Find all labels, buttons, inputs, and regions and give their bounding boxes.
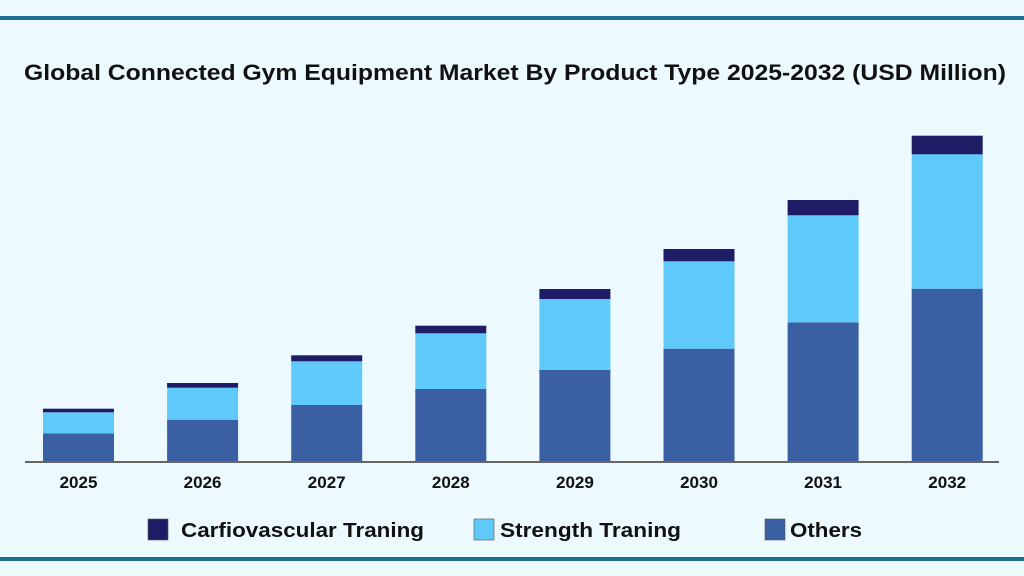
bar-carfiovascular-traning-2026 bbox=[167, 383, 239, 388]
chart-title: Global Connected Gym Equipment Market By… bbox=[24, 60, 1006, 85]
x-tick-label: 2026 bbox=[184, 473, 222, 492]
legend-label: Others bbox=[790, 520, 862, 542]
bar-others-2031 bbox=[787, 322, 859, 462]
x-tick-label: 2028 bbox=[432, 473, 470, 492]
x-tick-label: 2029 bbox=[556, 473, 594, 492]
bar-others-2025 bbox=[43, 433, 114, 462]
top-frame-line bbox=[0, 16, 1024, 20]
bar-strength-traning-2026 bbox=[167, 387, 239, 420]
bar-strength-traning-2032 bbox=[911, 154, 983, 289]
bar-others-2027 bbox=[291, 405, 363, 462]
bar-others-2026 bbox=[167, 419, 239, 462]
bar-strength-traning-2030 bbox=[663, 261, 735, 349]
bar-others-2030 bbox=[663, 348, 735, 462]
bar-strength-traning-2031 bbox=[787, 215, 859, 323]
bar-others-2032 bbox=[911, 288, 983, 462]
x-tick-label: 2025 bbox=[60, 473, 98, 492]
x-tick-label: 2030 bbox=[680, 473, 718, 492]
x-tick-label: 2031 bbox=[804, 473, 842, 492]
bar-carfiovascular-traning-2032 bbox=[911, 135, 983, 155]
bar-others-2029 bbox=[539, 370, 611, 462]
bar-others-2028 bbox=[415, 389, 487, 462]
legend-swatch-strength-traning bbox=[473, 518, 495, 541]
bar-carfiovascular-traning-2027 bbox=[291, 355, 363, 362]
bar-strength-traning-2027 bbox=[291, 361, 363, 405]
bar-carfiovascular-traning-2025 bbox=[43, 408, 114, 413]
x-tick-label: 2032 bbox=[928, 473, 966, 492]
bar-carfiovascular-traning-2028 bbox=[415, 325, 487, 334]
bar-carfiovascular-traning-2029 bbox=[539, 289, 611, 299]
x-tick-labels: 2025 2026 2027 2028 2029 2030 2031 2032 bbox=[60, 473, 967, 492]
bar-carfiovascular-traning-2031 bbox=[787, 200, 859, 216]
bar-strength-traning-2025 bbox=[43, 412, 114, 434]
x-tick-label: 2027 bbox=[308, 473, 346, 492]
bars-group bbox=[43, 135, 983, 462]
legend: Carfiovascular Traning Strength Traning Ot… bbox=[147, 518, 862, 542]
legend-swatch-carfiovascular-traning bbox=[147, 518, 169, 541]
legend-label: Carfiovascular Traning bbox=[181, 520, 424, 542]
bar-strength-traning-2028 bbox=[415, 333, 487, 389]
bar-strength-traning-2029 bbox=[539, 299, 611, 370]
legend-label: Strength Traning bbox=[500, 520, 681, 542]
bottom-frame-line bbox=[0, 557, 1024, 561]
bar-carfiovascular-traning-2030 bbox=[663, 249, 735, 262]
legend-swatch-others bbox=[764, 518, 786, 541]
